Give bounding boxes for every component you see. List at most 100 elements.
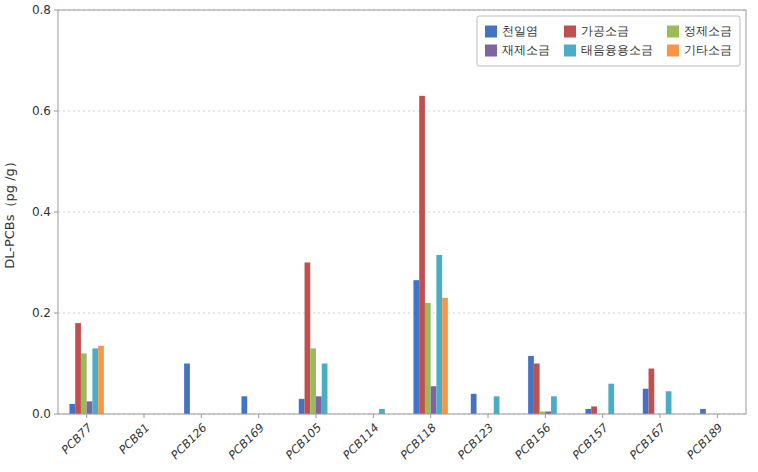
y-tick-label: 0.6: [32, 104, 51, 118]
y-tick-label: 0.2: [32, 306, 51, 320]
bar: [379, 409, 385, 414]
x-tick-label: PCB105: [283, 420, 325, 462]
x-tick-label: PCB169: [225, 420, 267, 462]
y-tick: [54, 10, 58, 11]
x-tick-label: PCB123: [455, 420, 497, 462]
bar: [585, 409, 591, 414]
bar: [551, 396, 557, 414]
plot-area: 0.00.20.40.60.8PCB77PCB81PCB126PCB169PCB…: [32, 3, 746, 463]
x-tick-label: PCB81: [116, 420, 152, 456]
x-tick: [488, 414, 489, 418]
bar: [425, 303, 431, 414]
bar: [528, 356, 534, 414]
bar-series: [92, 255, 671, 414]
bars: [69, 96, 705, 414]
x-axis: PCB77 PCB81 PCB126 PCB169 PCB105 PCB114 PCB118…: [59, 414, 726, 462]
legend-swatch: [667, 45, 679, 57]
y-axis: 0.0 0.2 0.4 0.6 0.8: [32, 3, 58, 421]
bar: [316, 396, 322, 414]
legend-item: 태음융용소금: [564, 43, 653, 57]
bar: [322, 364, 328, 415]
grid-line: [58, 111, 746, 112]
y-tick: [54, 313, 58, 314]
legend-item: 기타소금: [667, 43, 732, 57]
bar: [184, 364, 190, 415]
bar: [442, 298, 448, 414]
legend-label: 천일염: [502, 24, 538, 38]
bar-series: [75, 96, 654, 414]
bar: [436, 255, 442, 414]
legend-label: 재제소금: [502, 43, 550, 57]
x-tick-label: PCB156: [512, 420, 554, 462]
y-tick-label: 0.0: [32, 407, 51, 421]
chart-container: 0.00.20.40.60.8PCB77PCB81PCB126PCB169PCB…: [0, 0, 758, 472]
bar: [92, 348, 98, 414]
legend-item: 가공소금: [564, 24, 629, 38]
y-tick-label: 0.4: [32, 205, 51, 219]
bar: [310, 348, 316, 414]
legend-item: 천일염: [485, 24, 538, 38]
bar: [413, 280, 419, 414]
bar: [643, 389, 649, 414]
x-tick: [717, 414, 718, 418]
legend-label: 기타소금: [684, 43, 732, 57]
bar: [419, 96, 425, 414]
bar: [591, 406, 597, 414]
legend: 천일염 가공소금 정제소금재제소금 태음융용소금 기타소금: [477, 16, 740, 66]
legend-swatch: [564, 45, 576, 57]
bar: [87, 401, 93, 414]
legend-item: 정제소금: [667, 24, 732, 38]
legend-swatch: [564, 26, 576, 38]
bar: [649, 369, 655, 414]
x-tick: [430, 414, 431, 418]
grid: [58, 10, 746, 414]
bar: [81, 353, 87, 414]
y-tick: [54, 414, 58, 415]
bar: [700, 409, 706, 414]
bar-series: [81, 303, 545, 414]
grid-line: [58, 313, 746, 314]
bar-series: [69, 280, 705, 414]
x-tick: [86, 414, 87, 418]
x-tick: [660, 414, 661, 418]
x-tick: [258, 414, 259, 418]
legend-label: 태음융용소금: [581, 43, 653, 57]
legend-item: 재제소금: [485, 43, 550, 57]
legend-swatch: [485, 45, 497, 57]
x-tick-label: PCB157: [569, 420, 611, 462]
legend-label: 정제소금: [684, 24, 732, 38]
x-tick: [144, 414, 145, 418]
legend-swatch: [485, 26, 497, 38]
x-tick: [201, 414, 202, 418]
chart-svg: 0.00.20.40.60.8PCB77PCB81PCB126PCB169PCB…: [0, 0, 758, 472]
bar: [494, 396, 500, 414]
bar-series: [98, 298, 448, 414]
x-tick: [373, 414, 374, 418]
bar: [299, 399, 305, 414]
y-axis-label: DL-PCBs（pg /g）: [2, 155, 17, 269]
bar: [69, 404, 75, 414]
plot-frame: [58, 10, 746, 414]
grid-line: [58, 212, 746, 213]
x-tick-label: PCB167: [627, 420, 669, 462]
bar: [534, 364, 540, 415]
bar: [305, 263, 311, 415]
x-tick-label: PCB189: [684, 420, 726, 462]
legend-swatch: [667, 26, 679, 38]
x-tick-label: PCB126: [168, 420, 210, 462]
x-tick-label: PCB114: [340, 420, 382, 462]
y-tick: [54, 212, 58, 213]
y-tick-label: 0.8: [32, 3, 51, 17]
x-tick: [602, 414, 603, 418]
legend-label: 가공소금: [581, 24, 629, 38]
bar: [608, 384, 614, 414]
bar: [98, 346, 104, 414]
x-tick-label: PCB118: [397, 420, 439, 462]
bar: [431, 386, 437, 414]
bar: [666, 391, 672, 414]
bar: [471, 394, 477, 414]
y-tick: [54, 111, 58, 112]
x-tick-label: PCB77: [59, 420, 96, 457]
legend-box: [477, 16, 740, 66]
bar-series: [87, 386, 551, 414]
